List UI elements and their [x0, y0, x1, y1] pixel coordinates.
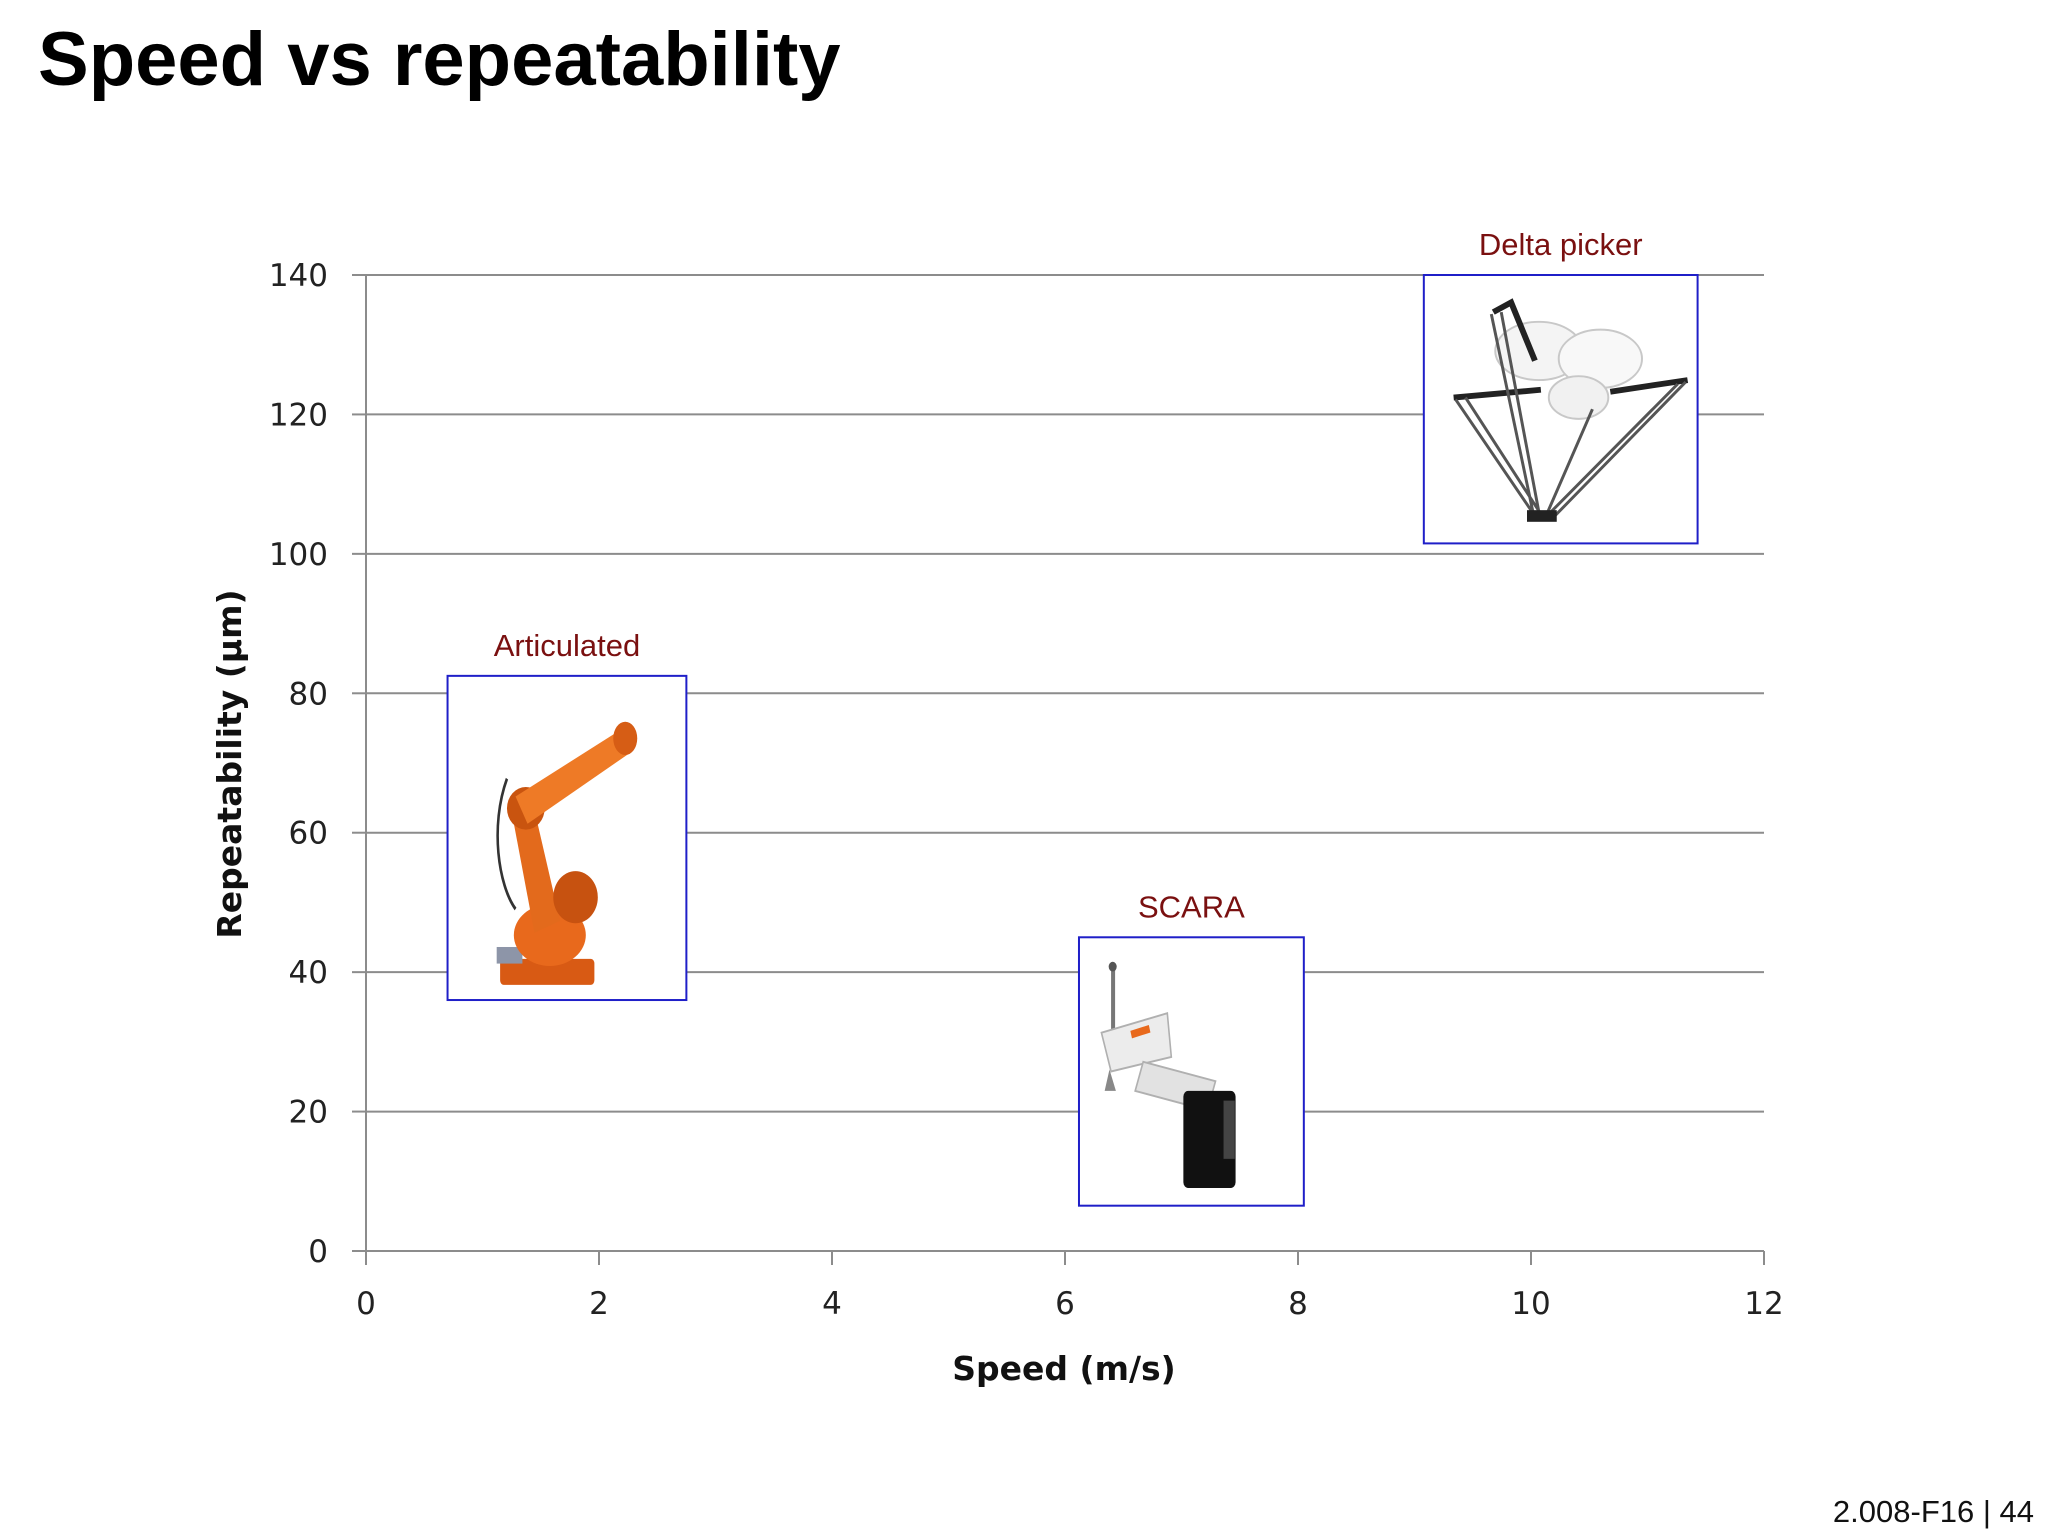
- data-points: Articulated SCARA Delta picker: [446, 227, 1699, 1207]
- y-tick-label: 80: [289, 676, 328, 712]
- delta-effector: [1526, 510, 1557, 522]
- robot-plate: [496, 946, 523, 964]
- robot-base: [500, 958, 595, 985]
- scara-stripe: [1130, 1025, 1151, 1039]
- y-tick-label: 60: [289, 816, 328, 852]
- robot-wrist: [613, 721, 638, 755]
- axes: 0 20 40 60 80 100 120 140 0 2 4 6 8 10 12: [269, 258, 1784, 1322]
- x-tick-label: 12: [1744, 1286, 1783, 1322]
- scara-tool: [1104, 1069, 1116, 1091]
- slide-footer: 2.008-F16 | 44: [1832, 1494, 2034, 1529]
- scara-panel: [1223, 1100, 1235, 1159]
- point-label: Delta picker: [1479, 227, 1643, 262]
- x-tick-label: 10: [1511, 1286, 1550, 1322]
- delta-rods: [1454, 311, 1687, 517]
- scara-spindle: [1111, 964, 1116, 1062]
- delta-arm-top: [1491, 298, 1538, 362]
- point-label: Articulated: [494, 628, 640, 663]
- x-tick-label: 6: [1055, 1286, 1075, 1322]
- slide-title: Speed vs repeatability: [38, 17, 841, 102]
- scara-arm-1: [1100, 1012, 1173, 1073]
- x-tick-label: 2: [589, 1286, 609, 1322]
- y-tick-label: 140: [269, 258, 328, 294]
- scara-spindle-cap: [1108, 961, 1117, 972]
- y-tick-label: 100: [269, 537, 328, 573]
- data-point-articulated: Articulated: [446, 628, 688, 1002]
- y-tick-label: 120: [269, 397, 328, 433]
- scara-base: [1183, 1090, 1236, 1188]
- y-tick-label: 0: [308, 1234, 328, 1270]
- data-point-delta-picker: Delta picker: [1422, 227, 1699, 545]
- robot-upper-arm: [515, 731, 627, 824]
- delta-arm-left: [1453, 386, 1542, 401]
- y-tick-label: 40: [289, 955, 328, 991]
- x-tick-label: 8: [1288, 1286, 1308, 1322]
- point-label: SCARA: [1138, 889, 1245, 924]
- articulated-robot-icon: [496, 721, 638, 985]
- delta-robot-icon: [1453, 298, 1689, 522]
- x-tick-label: 4: [822, 1286, 842, 1322]
- data-point-scara: SCARA: [1077, 889, 1305, 1207]
- robot-counterweight: [553, 871, 598, 924]
- y-axis-title: Repeatability (µm): [210, 589, 249, 938]
- x-axis-title: Speed (m/s): [952, 1349, 1176, 1388]
- robot-lower-arm: [512, 802, 561, 933]
- robot-cable: [496, 777, 517, 911]
- x-tick-label: 0: [356, 1286, 376, 1322]
- y-tick-label: 20: [289, 1095, 328, 1131]
- delta-motor-front: [1547, 375, 1610, 420]
- scara-robot-icon: [1100, 961, 1236, 1188]
- delta-arm-right: [1609, 377, 1689, 395]
